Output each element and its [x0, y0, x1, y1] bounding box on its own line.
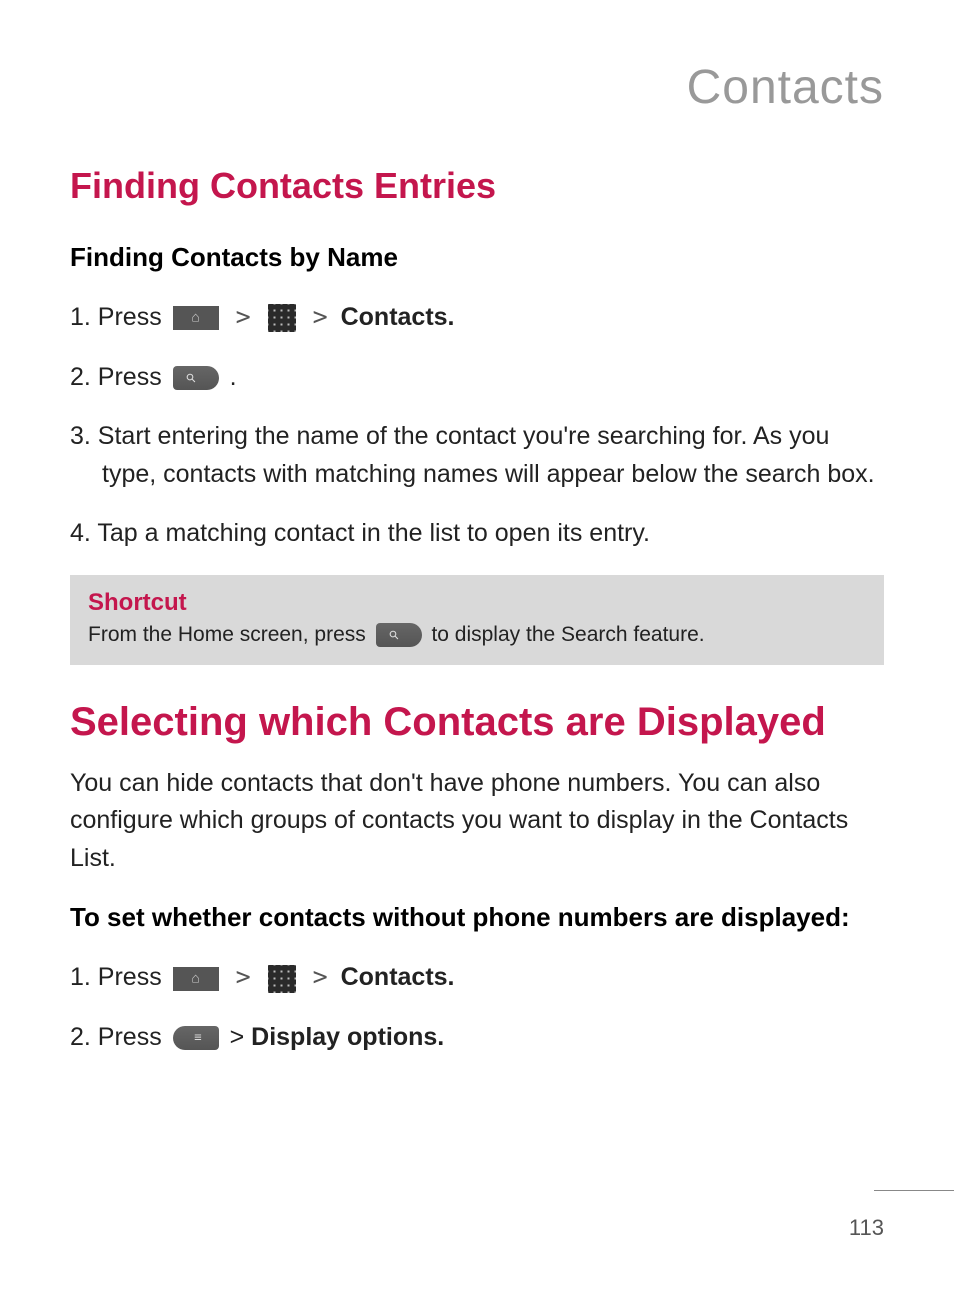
step-3-finding: 3. Start entering the name of the contac…: [70, 418, 884, 493]
shortcut-text-before: From the Home screen, press: [88, 623, 372, 646]
separator: >: [230, 962, 257, 991]
step-1-display: 1. Press > > Contacts.: [70, 958, 884, 997]
search-button-icon: [376, 623, 422, 647]
home-icon: [173, 306, 219, 330]
page-number: 113: [849, 1215, 884, 1241]
home-icon: [173, 967, 219, 991]
shortcut-text-after: to display the Search feature.: [431, 623, 704, 646]
separator-text: >: [230, 1023, 252, 1051]
menu-button-icon: [173, 1026, 219, 1050]
search-button-icon: [173, 366, 219, 390]
step-4-finding: 4. Tap a matching contact in the list to…: [70, 515, 884, 553]
step-text: 1. Press: [70, 303, 169, 331]
contacts-label: Contacts.: [341, 963, 455, 991]
separator: >: [230, 302, 257, 331]
shortcut-box: Shortcut From the Home screen, press to …: [70, 575, 884, 665]
corner-rule: [874, 1190, 954, 1191]
apps-grid-icon: [268, 965, 296, 993]
apps-grid-icon: [268, 304, 296, 332]
step-1-finding: 1. Press > > Contacts.: [70, 298, 884, 337]
shortcut-text: From the Home screen, press to display t…: [88, 623, 866, 647]
section-heading-selecting-displayed: Selecting which Contacts are Displayed: [70, 700, 884, 745]
step-2-finding: 2. Press .: [70, 359, 884, 397]
separator: >: [307, 302, 334, 331]
chapter-title: Contacts: [70, 60, 884, 115]
sub-heading-set-display: To set whether contacts without phone nu…: [70, 902, 884, 933]
shortcut-title: Shortcut: [88, 589, 866, 617]
section2-intro: You can hide contacts that don't have ph…: [70, 765, 884, 878]
step-text: 2. Press: [70, 1023, 169, 1051]
section-heading-finding-entries: Finding Contacts Entries: [70, 165, 884, 207]
contacts-label: Contacts.: [341, 303, 455, 331]
sub-heading-by-name: Finding Contacts by Name: [70, 242, 884, 273]
step-text: .: [230, 363, 237, 391]
separator: >: [307, 962, 334, 991]
display-options-label: Display options.: [251, 1023, 444, 1051]
step-2-display: 2. Press > Display options.: [70, 1019, 884, 1057]
step-text: 2. Press: [70, 363, 169, 391]
step-text: 1. Press: [70, 963, 169, 991]
